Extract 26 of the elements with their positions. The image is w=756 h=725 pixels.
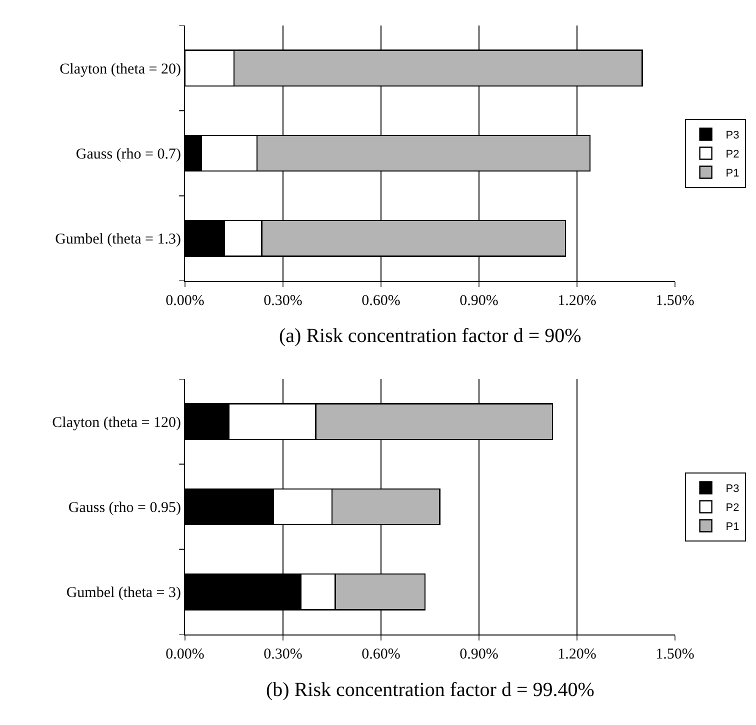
x-tick-label: 0.00% [166,646,204,662]
x-tick-label: 0.00% [166,293,204,309]
y-tick-label: Gauss (rho = 0.95) [68,500,181,516]
legend-label: P3 [726,130,740,142]
x-tick-label: 1.20% [558,646,596,662]
y-tick-label: Clayton (theta = 120) [52,414,181,431]
x-tick-label: 1.20% [558,293,596,309]
x-tick-label: 1.50% [656,646,694,662]
legend-label: P2 [726,502,740,514]
y-tick-label: Gumbel (theta = 3) [66,585,181,602]
text: (b) Risk concentration factor d = 99.40% [266,679,594,701]
text: (a) Risk concentration factor d = 90% [279,325,582,347]
legend-label: P3 [726,483,740,496]
x-tick-label: 0.90% [460,646,498,662]
x-tick-label: 0.90% [460,293,498,309]
y-tick-label: Gauss (rho = 0.7) [76,146,181,162]
y-tick-label: Gumbel (theta = 1.3) [55,232,181,248]
x-tick-label: 0.30% [264,646,302,662]
x-tick-label: 0.60% [362,293,400,309]
x-tick-label: 1.50% [656,293,694,309]
legend-label: P2 [726,148,740,161]
y-tick-label: Clayton (theta = 20) [60,61,181,78]
legend-label: P1 [726,521,740,534]
x-tick-label: 0.60% [362,646,400,662]
legend-label: P1 [726,168,740,180]
x-tick-label: 0.30% [264,293,302,309]
